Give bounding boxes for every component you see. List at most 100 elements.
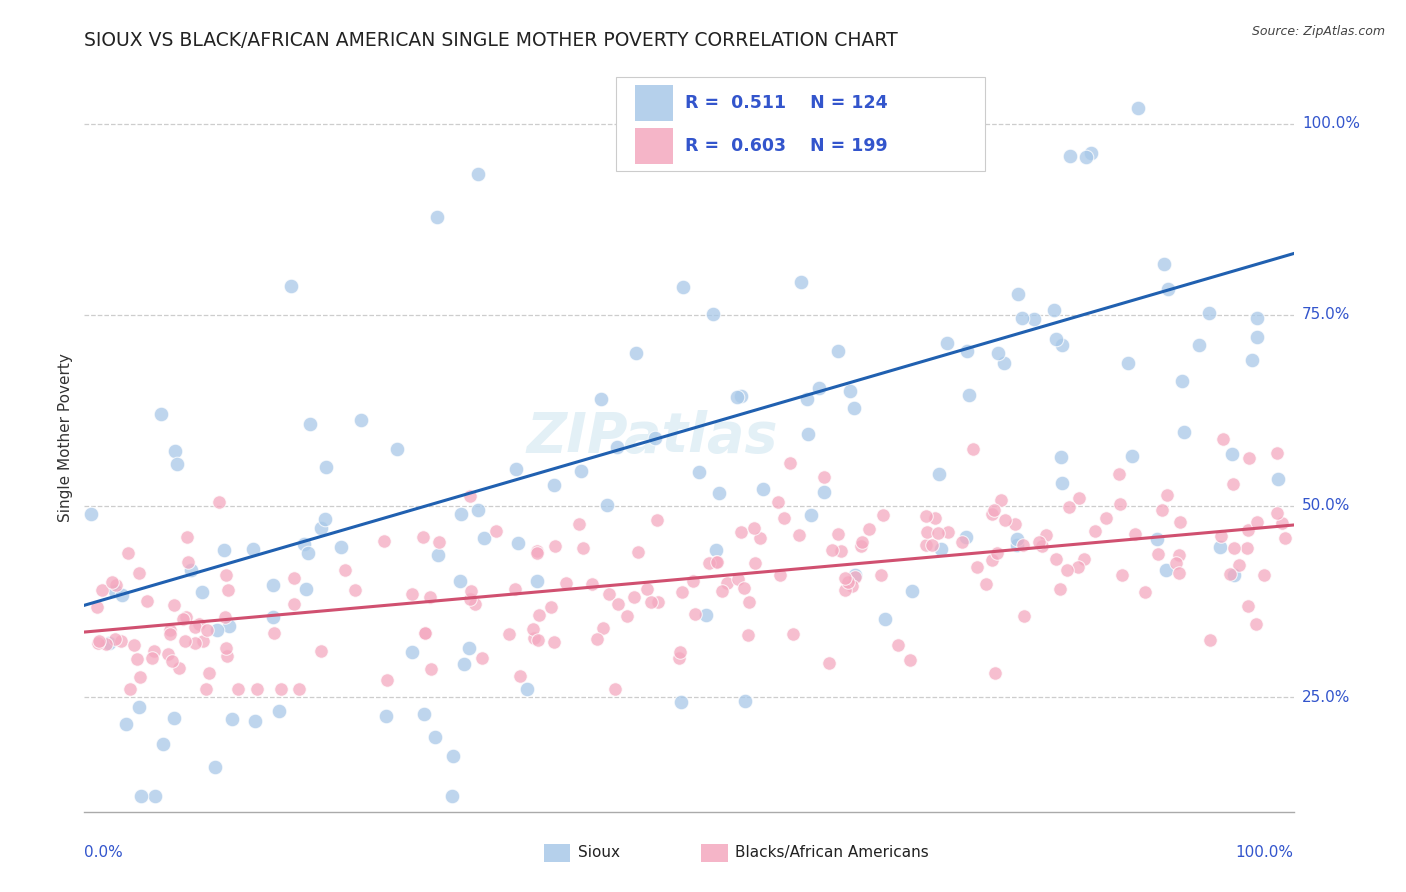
Point	[474, 531, 496, 545]
Point	[544, 540, 567, 554]
Point	[215, 641, 238, 656]
Point	[981, 507, 1004, 521]
Point	[1168, 566, 1191, 580]
Point	[183, 636, 205, 650]
Point	[215, 568, 238, 582]
Point	[875, 612, 897, 626]
Point	[962, 442, 984, 456]
Point	[295, 582, 318, 596]
Point	[915, 538, 938, 552]
Point	[842, 401, 865, 415]
Point	[98, 636, 121, 650]
Point	[671, 584, 693, 599]
Point	[283, 597, 305, 611]
Point	[669, 645, 692, 659]
Point	[1045, 332, 1067, 346]
Point	[1227, 558, 1250, 572]
Point	[927, 526, 949, 541]
Point	[636, 582, 658, 597]
Point	[752, 483, 775, 497]
Point	[685, 607, 707, 621]
Point	[830, 544, 852, 558]
Point	[471, 650, 494, 665]
Point	[485, 524, 508, 538]
Point	[1050, 338, 1073, 352]
Point	[706, 542, 728, 557]
Point	[453, 657, 475, 671]
Point	[983, 503, 1005, 517]
Point	[1212, 432, 1234, 446]
Point	[1246, 515, 1268, 529]
Point	[769, 568, 792, 582]
Point	[950, 534, 973, 549]
Point	[387, 442, 409, 456]
Point	[262, 610, 284, 624]
Point	[834, 570, 856, 584]
Point	[993, 356, 1015, 370]
Point	[807, 381, 830, 395]
Point	[214, 543, 236, 558]
Point	[1237, 450, 1260, 465]
Point	[111, 588, 134, 602]
Point	[1222, 477, 1244, 491]
Point	[1108, 467, 1130, 481]
Point	[1059, 149, 1081, 163]
Point	[839, 384, 862, 398]
Point	[938, 525, 960, 540]
Point	[505, 462, 527, 476]
Point	[716, 575, 738, 590]
Point	[813, 485, 835, 500]
Point	[419, 591, 441, 605]
Point	[1173, 425, 1195, 439]
Point	[269, 704, 291, 718]
Point	[645, 512, 668, 526]
Point	[872, 508, 894, 523]
Point	[110, 634, 132, 648]
Point	[1223, 541, 1246, 556]
Point	[827, 526, 849, 541]
Point	[506, 536, 529, 550]
Point	[849, 539, 872, 553]
Point	[401, 587, 423, 601]
Point	[581, 577, 603, 591]
Point	[569, 464, 592, 478]
Point	[270, 682, 292, 697]
Point	[280, 279, 302, 293]
Point	[1121, 450, 1143, 464]
Point	[935, 336, 957, 351]
Y-axis label: Single Mother Poverty: Single Mother Poverty	[58, 352, 73, 522]
Point	[204, 760, 226, 774]
Point	[195, 682, 218, 697]
Point	[607, 597, 630, 611]
Point	[208, 494, 231, 508]
Text: Source: ZipAtlas.com: Source: ZipAtlas.com	[1251, 25, 1385, 38]
Point	[886, 638, 908, 652]
Point	[1049, 450, 1071, 465]
Point	[467, 167, 489, 181]
Point	[737, 628, 759, 642]
Point	[1246, 617, 1268, 632]
Point	[779, 456, 801, 470]
Point	[1164, 557, 1187, 571]
Point	[413, 625, 436, 640]
Point	[460, 489, 482, 503]
Point	[640, 595, 662, 609]
Point	[1168, 548, 1191, 562]
Point	[315, 460, 337, 475]
Point	[682, 574, 704, 588]
Point	[1007, 286, 1029, 301]
Point	[297, 546, 319, 560]
Point	[929, 542, 952, 557]
Point	[772, 511, 794, 525]
Point	[498, 627, 520, 641]
Point	[128, 699, 150, 714]
Point	[1005, 538, 1028, 552]
Point	[1005, 532, 1028, 546]
Point	[672, 280, 695, 294]
Point	[1223, 568, 1246, 582]
Point	[172, 612, 194, 626]
Point	[449, 574, 471, 588]
FancyBboxPatch shape	[616, 78, 986, 171]
Text: R =  0.511    N = 124: R = 0.511 N = 124	[685, 94, 889, 112]
Point	[125, 652, 148, 666]
